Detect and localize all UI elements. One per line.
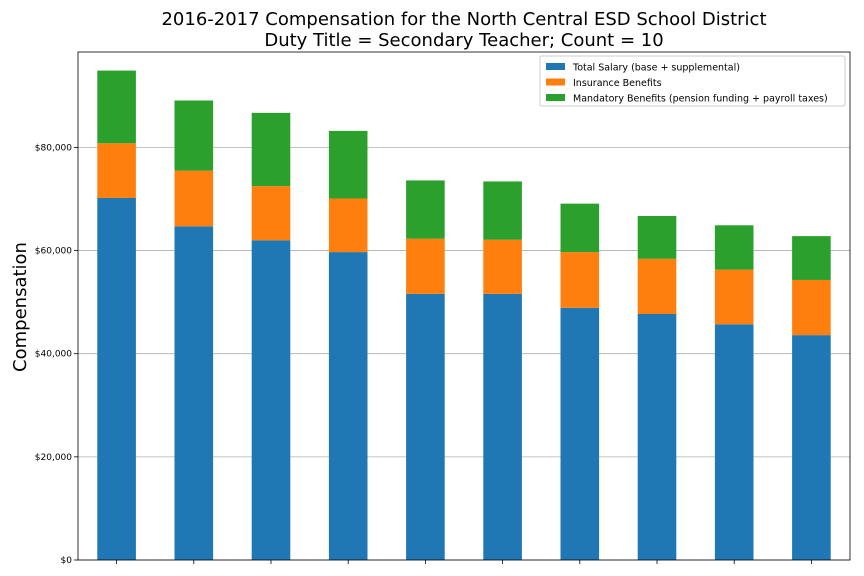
bar-segment — [406, 180, 445, 239]
bar-segment — [637, 216, 677, 259]
bar-segment — [483, 293, 522, 560]
bar-segment — [251, 186, 291, 241]
bar-segment — [792, 236, 831, 280]
bar-segment — [174, 100, 214, 171]
bar-segment — [714, 269, 754, 325]
axes: $0 $20,000 $40,000 $60,000 $80,000 — [35, 51, 851, 566]
bar-segment — [483, 239, 522, 294]
legend-entry: Mandatory Benefits (pension funding + pa… — [573, 94, 828, 105]
bar-segment — [714, 225, 754, 270]
y-tick-label: $0 — [61, 556, 73, 566]
chart-subtitle: Duty Title = Secondary Teacher; Count = … — [264, 30, 663, 51]
y-tick-label: $60,000 — [35, 247, 72, 257]
bar-segment — [560, 252, 600, 308]
bar-segment — [97, 70, 136, 144]
bar-segment — [251, 240, 291, 560]
bar-segment — [328, 130, 368, 199]
bar-segment — [637, 313, 677, 560]
legend-entry: Total Salary (base + supplemental) — [572, 63, 740, 74]
bar-segment — [97, 197, 136, 560]
bar-segment — [792, 279, 831, 336]
bar-segment — [328, 252, 368, 560]
bar-segment — [560, 307, 600, 560]
bar-segment — [406, 293, 445, 560]
legend-swatch — [546, 78, 565, 86]
bar-segment — [792, 335, 831, 560]
y-tick-label: $20,000 — [35, 453, 72, 463]
bar-segment — [251, 112, 291, 187]
bar-segment — [97, 143, 136, 198]
bar-segment — [174, 226, 214, 560]
bar-segment — [483, 181, 522, 240]
plot-frame — [77, 51, 851, 561]
legend-swatch — [546, 63, 565, 70]
bar-segment — [406, 238, 445, 294]
legend: Total Salary (base + supplemental) Insura… — [539, 55, 846, 107]
y-axis-label: Compensation — [10, 242, 31, 372]
legend-swatch — [546, 94, 565, 101]
y-tick-label: $40,000 — [35, 350, 72, 360]
bar-segment — [328, 198, 368, 253]
bar-segment — [174, 170, 214, 227]
legend-entry: Insurance Benefits — [573, 78, 662, 89]
bar-segment — [560, 203, 600, 253]
bars — [97, 70, 831, 560]
chart-title: 2016-2017 Compensation for the North Cen… — [161, 9, 766, 30]
bar-segment — [637, 258, 677, 314]
y-tick-label: $80,000 — [35, 143, 72, 153]
legend-box — [539, 55, 846, 107]
bar-segment — [714, 324, 754, 560]
